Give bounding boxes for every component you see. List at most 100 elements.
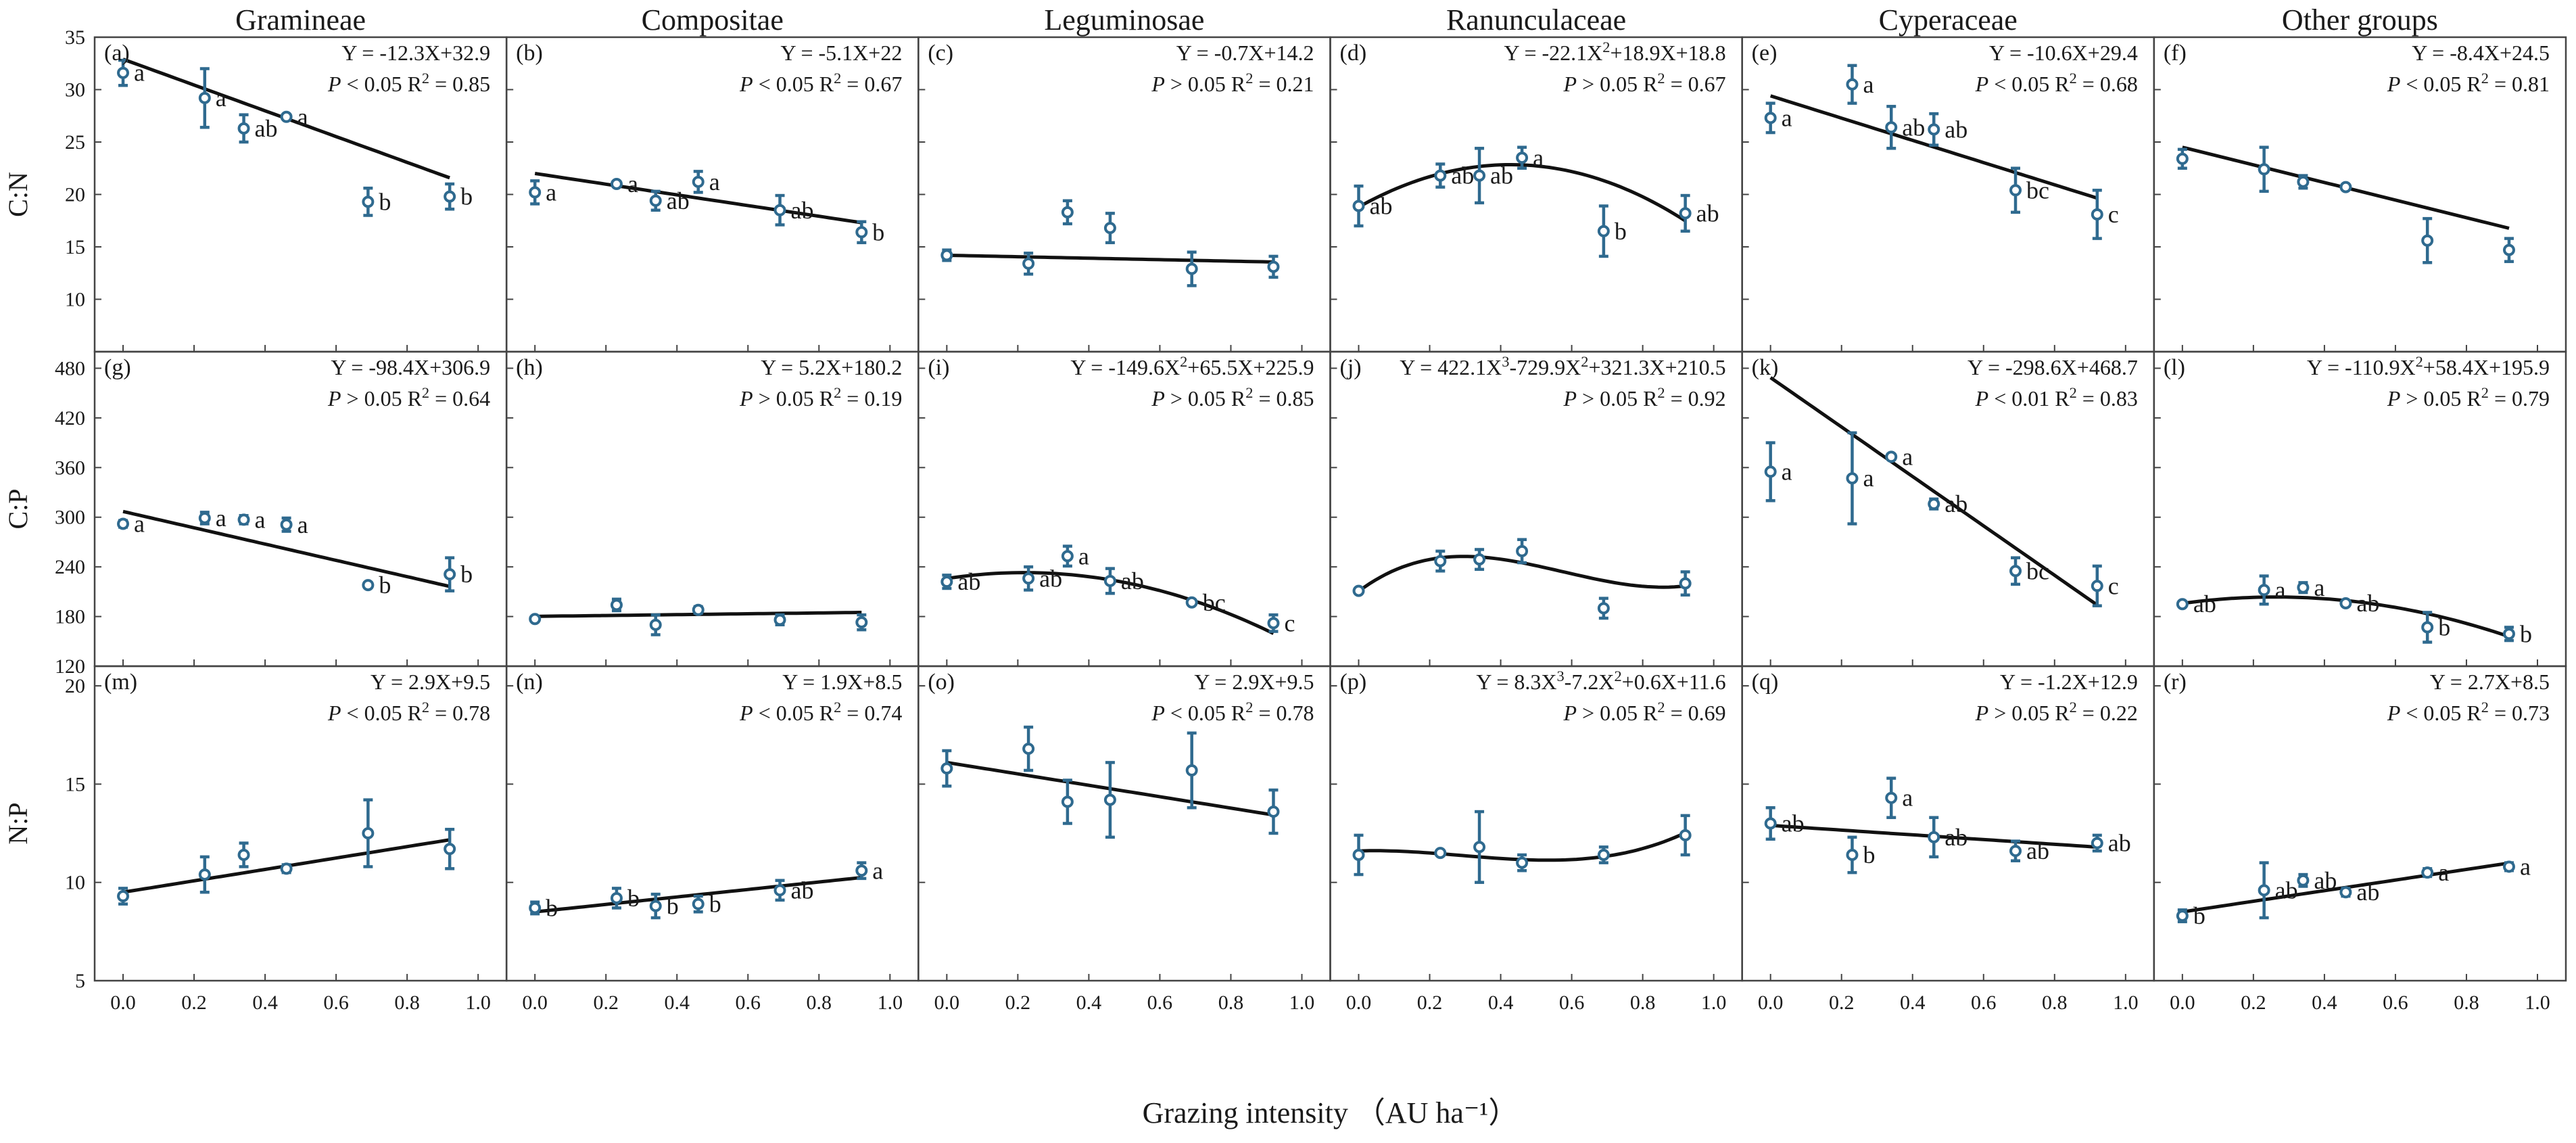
fit-statistics: P < 0.05 R2 = 0.68 bbox=[1975, 70, 2138, 97]
significance-letter: c bbox=[2108, 201, 2119, 228]
data-point bbox=[280, 110, 293, 123]
significance-letter: a bbox=[134, 511, 145, 538]
significance-letter: ab bbox=[1902, 114, 1925, 141]
fit-equation: Y = -5.1X+22 bbox=[781, 41, 903, 65]
data-point bbox=[1103, 574, 1116, 587]
significance-letter: a bbox=[1782, 458, 1792, 485]
data-point bbox=[117, 66, 130, 79]
fit-equation: Y = -22.1X2+18.9X+18.8 bbox=[1504, 39, 1726, 66]
x-tick-label: 0.6 bbox=[736, 992, 761, 1014]
significance-letter: a bbox=[134, 60, 145, 87]
panel-label: (r) bbox=[2164, 670, 2187, 695]
significance-letter: ab bbox=[2193, 590, 2216, 617]
significance-letter: b bbox=[1615, 218, 1627, 245]
fit-equation: Y = 422.1X3-729.9X2+321.3X+210.5 bbox=[1400, 353, 1725, 380]
x-tick-label: 0.4 bbox=[1488, 992, 1514, 1014]
data-point bbox=[1846, 849, 1859, 861]
data-point bbox=[1103, 222, 1116, 235]
significance-letter: ab bbox=[1945, 116, 1967, 143]
y-tick-label: 420 bbox=[55, 407, 85, 429]
significance-letter: ab bbox=[1696, 200, 1719, 227]
fit-statistics: P < 0.05 R2 = 0.81 bbox=[2387, 70, 2550, 97]
fit-line bbox=[1358, 163, 1686, 223]
panel-f: (f) Y = -8.4X+24.5 P < 0.05 R2 = 0.81 bbox=[2153, 36, 2567, 353]
x-tick-label: 0.0 bbox=[110, 992, 136, 1014]
data-point bbox=[2339, 181, 2352, 193]
panel-p: 0.0 0.2 0.4 0.6 0.8 1.0 (p) Y = 8.3X3-7.2X2+0.6… bbox=[1329, 665, 1743, 1014]
y-tick-label: 15 bbox=[65, 236, 85, 258]
significance-letter: ab bbox=[791, 197, 814, 224]
significance-letter: ab bbox=[2314, 867, 2337, 894]
x-tick-label: 0.2 bbox=[1829, 992, 1855, 1014]
data-point bbox=[237, 122, 250, 135]
panel-frame bbox=[2153, 665, 2567, 982]
significance-letter: b bbox=[1863, 841, 1875, 868]
data-point bbox=[1679, 207, 1692, 220]
data-point bbox=[1885, 450, 1898, 463]
data-point bbox=[2297, 581, 2310, 594]
x-tick-label: 0.4 bbox=[2312, 992, 2337, 1014]
x-tick-label: 0.0 bbox=[934, 992, 960, 1014]
fit-statistics: P > 0.05 R2 = 0.92 bbox=[1563, 384, 1725, 411]
data-point bbox=[1764, 465, 1777, 478]
data-point bbox=[940, 762, 953, 775]
data-point bbox=[1022, 572, 1035, 585]
significance-letter: a bbox=[216, 505, 226, 532]
significance-letter: a bbox=[1533, 144, 1544, 171]
panel-label: (k) bbox=[1752, 355, 1779, 380]
data-point bbox=[529, 902, 542, 914]
panel-label: (p) bbox=[1340, 670, 1367, 695]
data-point bbox=[117, 890, 130, 903]
significance-letter: a bbox=[1863, 71, 1874, 98]
panel-q: 0.0 0.2 0.4 0.6 0.8 1.0 ab b a ab ab ab (q) Y = -1.2X… bbox=[1741, 665, 2155, 1014]
panel-c: (c) Y = -0.7X+14.2 P > 0.05 R2 = 0.21 bbox=[917, 36, 1331, 353]
data-point bbox=[1473, 841, 1486, 854]
data-point bbox=[1434, 555, 1447, 567]
data-point bbox=[2297, 175, 2310, 188]
column-header-cyperaceae: Cyperaceae bbox=[1879, 3, 2018, 37]
data-point bbox=[1516, 544, 1529, 557]
fit-statistics: P > 0.05 R2 = 0.67 bbox=[1563, 70, 1725, 97]
significance-letter: b bbox=[379, 572, 391, 599]
significance-letter: a bbox=[1078, 542, 1089, 569]
data-point bbox=[2009, 565, 2022, 578]
data-point bbox=[362, 195, 375, 208]
panel-label: (n) bbox=[516, 670, 543, 695]
x-tick-label: 0.0 bbox=[2170, 992, 2195, 1014]
data-point bbox=[362, 827, 375, 840]
data-point bbox=[2339, 597, 2352, 609]
data-point bbox=[1597, 602, 1610, 615]
data-point bbox=[1061, 550, 1074, 563]
data-point bbox=[773, 204, 786, 216]
y-tick-label: 30 bbox=[65, 79, 85, 101]
fit-equation: Y = 1.9X+8.5 bbox=[782, 670, 902, 694]
data-point bbox=[2421, 866, 2434, 879]
data-point bbox=[2502, 860, 2515, 873]
significance-letter: a bbox=[2314, 574, 2324, 601]
fit-equation: Y = 8.3X3-7.2X2+0.6X+11.6 bbox=[1476, 668, 1725, 695]
x-tick-label: 0.8 bbox=[2454, 992, 2479, 1014]
x-tick-label: 0.4 bbox=[1076, 992, 1102, 1014]
data-point bbox=[2009, 184, 2022, 197]
x-tick-label: 1.0 bbox=[878, 992, 903, 1014]
significance-letter: ab bbox=[2356, 879, 2379, 906]
significance-letter: b bbox=[627, 885, 640, 912]
significance-letter: ab bbox=[667, 187, 690, 214]
data-point bbox=[1185, 596, 1198, 609]
data-point bbox=[610, 599, 623, 611]
significance-letter: ab bbox=[1945, 490, 1967, 517]
significance-letter: a bbox=[627, 170, 638, 197]
data-point bbox=[2258, 163, 2270, 176]
data-point bbox=[1022, 257, 1035, 270]
fit-equation: Y = -8.4X+24.5 bbox=[2412, 41, 2550, 65]
fit-statistics: P < 0.05 R2 = 0.78 bbox=[327, 699, 490, 726]
data-point bbox=[1061, 206, 1074, 218]
panel-label: (q) bbox=[1752, 670, 1779, 695]
significance-letter: ab bbox=[2275, 877, 2298, 904]
data-point bbox=[1846, 78, 1859, 91]
significance-letter: a bbox=[1902, 785, 1913, 812]
x-tick-label: 0.4 bbox=[252, 992, 278, 1014]
x-tick-label: 0.6 bbox=[2383, 992, 2408, 1014]
